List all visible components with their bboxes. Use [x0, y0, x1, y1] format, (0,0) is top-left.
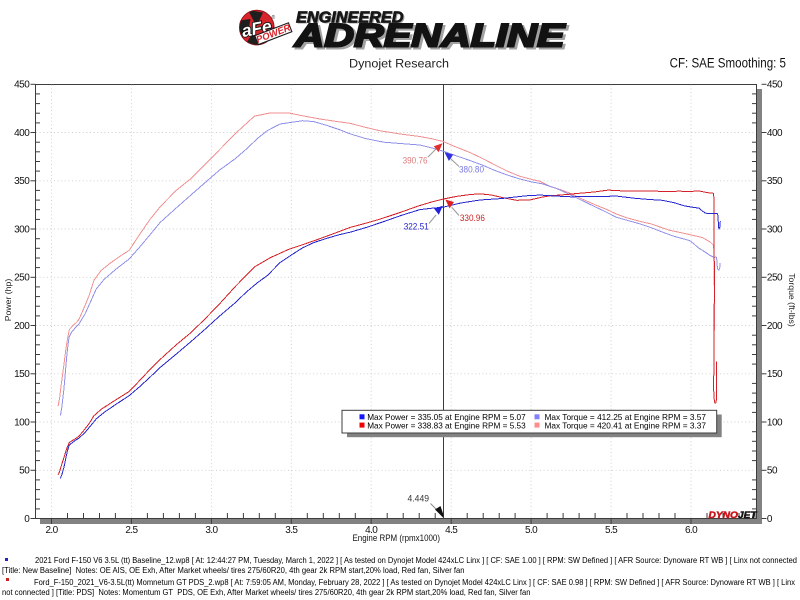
svg-text:0: 0	[24, 514, 30, 525]
svg-text:JET: JET	[738, 510, 758, 521]
svg-text:322.51: 322.51	[404, 222, 429, 232]
svg-text:Dynojet Research: Dynojet Research	[349, 57, 449, 71]
svg-text:200: 200	[767, 321, 783, 332]
svg-text:250: 250	[767, 273, 783, 284]
svg-text:DYNO: DYNO	[709, 510, 739, 521]
svg-text:250: 250	[14, 273, 30, 284]
svg-text:4.0: 4.0	[365, 525, 378, 536]
svg-text:350: 350	[767, 176, 783, 187]
svg-text:390.76: 390.76	[403, 155, 428, 165]
svg-text:150: 150	[767, 369, 783, 380]
svg-text:ENGINEERED: ENGINEERED	[297, 11, 405, 28]
svg-text:3.0: 3.0	[205, 525, 218, 536]
svg-text:ADRENALINE: ADRENALINE	[296, 19, 569, 55]
svg-text:Torque (ft-lbs): Torque (ft-lbs)	[787, 273, 797, 327]
svg-text:0: 0	[767, 514, 773, 525]
svg-text:100: 100	[767, 417, 783, 428]
svg-text:5.0: 5.0	[525, 525, 538, 536]
svg-text:350: 350	[14, 176, 30, 187]
svg-text:330.96: 330.96	[460, 213, 485, 223]
svg-text:CF: SAE Smoothing: 5: CF: SAE Smoothing: 5	[670, 55, 786, 71]
svg-text:400: 400	[14, 128, 30, 139]
svg-text:450: 450	[14, 80, 30, 91]
svg-text:ADRENALINE: ADRENALINE	[293, 18, 566, 54]
svg-text:450: 450	[767, 80, 783, 91]
svg-text:Engine RPM (rpmx1000): Engine RPM (rpmx1000)	[353, 533, 441, 544]
svg-text:6.0: 6.0	[685, 525, 698, 536]
svg-text:Max Power = 335.05 at Engine R: Max Power = 335.05 at Engine RPM = 5.07	[367, 412, 526, 422]
svg-text:380.80: 380.80	[459, 164, 484, 174]
svg-text:2.0: 2.0	[45, 525, 58, 536]
svg-text:5.5: 5.5	[605, 525, 618, 536]
svg-text:50: 50	[767, 466, 778, 477]
svg-text:®: ®	[272, 14, 276, 21]
svg-text:2.5: 2.5	[125, 525, 138, 536]
svg-text:200: 200	[14, 321, 30, 332]
svg-text:4.5: 4.5	[445, 525, 458, 536]
svg-text:300: 300	[767, 224, 783, 235]
svg-text:Max Torque = 412.25 at Engine: Max Torque = 412.25 at Engine RPM = 3.57	[545, 412, 707, 422]
svg-text:Max Torque = 420.41 at Engine: Max Torque = 420.41 at Engine RPM = 3.37	[545, 421, 707, 431]
svg-text:400: 400	[767, 128, 783, 139]
svg-text:300: 300	[14, 224, 30, 235]
svg-text:Max Power = 338.83 at Engine R: Max Power = 338.83 at Engine RPM = 5.53	[367, 421, 526, 431]
svg-text:50: 50	[19, 466, 30, 477]
svg-text:100: 100	[14, 417, 30, 428]
svg-text:4.449: 4.449	[408, 493, 430, 503]
svg-text:3.5: 3.5	[285, 525, 298, 536]
svg-text:150: 150	[14, 369, 30, 380]
svg-text:Power (hp): Power (hp)	[3, 279, 13, 322]
svg-text:ENGINEERED: ENGINEERED	[296, 10, 404, 27]
